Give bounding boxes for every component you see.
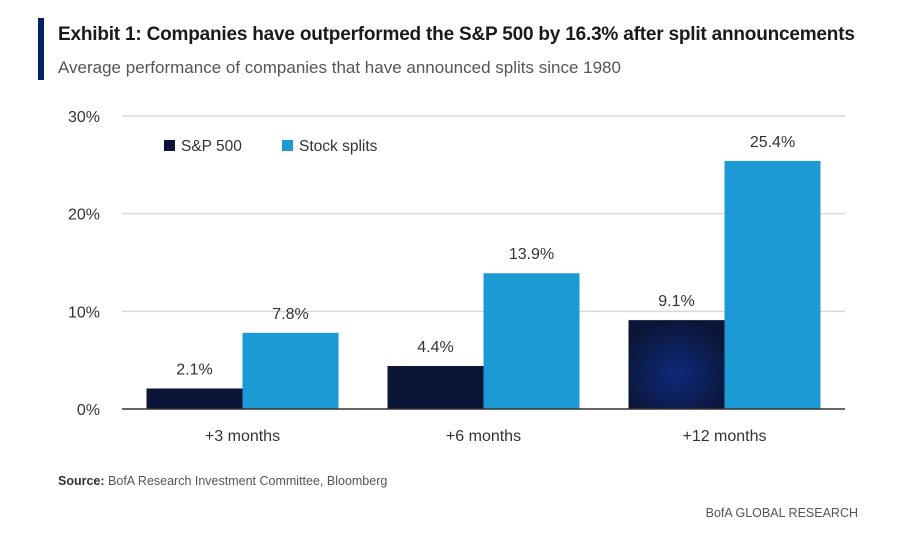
data-label: 2.1%	[176, 361, 212, 378]
data-label: 13.9%	[509, 246, 554, 263]
x-tick-label: +6 months	[446, 428, 521, 445]
bar-stock-splits	[724, 160, 821, 409]
legend-swatch-stock-splits	[282, 140, 293, 151]
y-tick-label: 0%	[77, 402, 100, 419]
data-label: 9.1%	[658, 293, 694, 310]
chart-title: Exhibit 1: Companies have outperformed t…	[58, 24, 855, 45]
legend-label-stock-splits: Stock splits	[299, 138, 378, 155]
y-tick-label: 10%	[68, 304, 100, 321]
brand-label: BofA GLOBAL RESEARCH	[705, 506, 858, 520]
y-tick-label: 20%	[68, 207, 100, 224]
x-tick-label: +12 months	[682, 428, 766, 445]
bar-stock-splits	[242, 332, 339, 409]
x-tick-label: +3 months	[205, 428, 280, 445]
bar-chart: 0% 10% 20% 30% 2.1% 7.8% 4.4% 13.9% 9.1% 25.4% +…	[68, 109, 845, 445]
bars	[146, 160, 821, 409]
source-text: BofA Research Investment Committee, Bloo…	[108, 474, 388, 488]
bar-sp500	[628, 320, 725, 409]
bar-sp500	[387, 366, 484, 409]
x-axis-ticks: +3 months +6 months +12 months	[205, 428, 767, 445]
legend-swatch-sp500	[164, 140, 175, 151]
legend: S&P 500 Stock splits	[164, 138, 378, 155]
y-axis-ticks: 0% 10% 20% 30%	[68, 109, 100, 419]
bar-stock-splits	[483, 273, 580, 409]
data-label: 25.4%	[750, 134, 795, 151]
data-label: 4.4%	[417, 339, 453, 356]
y-tick-label: 30%	[68, 109, 100, 126]
data-labels: 2.1% 7.8% 4.4% 13.9% 9.1% 25.4%	[176, 134, 795, 379]
title-accent-bar	[38, 18, 44, 80]
chart-subtitle: Average performance of companies that ha…	[58, 58, 621, 77]
bar-sp500	[146, 388, 243, 409]
data-label: 7.8%	[272, 306, 308, 323]
legend-label-sp500: S&P 500	[181, 138, 242, 155]
source-label: Source:	[58, 474, 105, 488]
source-note: Source: BofA Research Investment Committ…	[58, 474, 387, 488]
